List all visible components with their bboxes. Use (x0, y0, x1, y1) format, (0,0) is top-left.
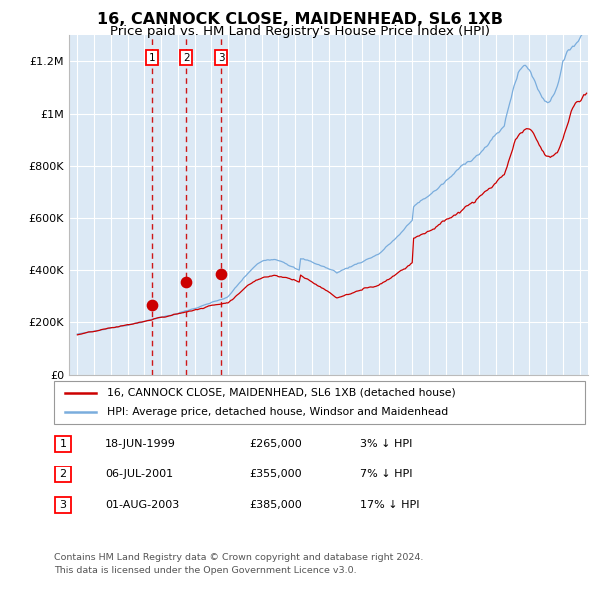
Text: 17% ↓ HPI: 17% ↓ HPI (360, 500, 419, 510)
Text: 2: 2 (183, 53, 190, 63)
Text: 06-JUL-2001: 06-JUL-2001 (105, 470, 173, 479)
FancyBboxPatch shape (55, 497, 71, 513)
FancyBboxPatch shape (55, 435, 71, 452)
Point (216, 270, 226, 279)
FancyBboxPatch shape (55, 466, 71, 483)
Text: 16, CANNOCK CLOSE, MAIDENHEAD, SL6 1XB (detached house): 16, CANNOCK CLOSE, MAIDENHEAD, SL6 1XB (… (107, 388, 456, 398)
Text: Contains HM Land Registry data © Crown copyright and database right 2024.: Contains HM Land Registry data © Crown c… (54, 553, 424, 562)
Text: 18-JUN-1999: 18-JUN-1999 (105, 439, 176, 448)
Point (147, 301, 157, 310)
Text: This data is licensed under the Open Government Licence v3.0.: This data is licensed under the Open Gov… (54, 566, 356, 575)
Text: 2: 2 (59, 470, 67, 479)
Text: 1: 1 (149, 53, 155, 63)
Text: Price paid vs. HM Land Registry's House Price Index (HPI): Price paid vs. HM Land Registry's House … (110, 25, 490, 38)
Text: 1: 1 (59, 439, 67, 448)
Text: 7% ↓ HPI: 7% ↓ HPI (360, 470, 413, 479)
Text: 3: 3 (59, 500, 67, 510)
Text: 3: 3 (218, 53, 224, 63)
Text: £355,000: £355,000 (249, 470, 302, 479)
Text: £385,000: £385,000 (249, 500, 302, 510)
FancyBboxPatch shape (54, 381, 585, 424)
Text: 3% ↓ HPI: 3% ↓ HPI (360, 439, 412, 448)
Text: 01-AUG-2003: 01-AUG-2003 (105, 500, 179, 510)
Text: 16, CANNOCK CLOSE, MAIDENHEAD, SL6 1XB: 16, CANNOCK CLOSE, MAIDENHEAD, SL6 1XB (97, 12, 503, 27)
Point (182, 277, 191, 287)
Text: HPI: Average price, detached house, Windsor and Maidenhead: HPI: Average price, detached house, Wind… (107, 407, 448, 417)
Text: £265,000: £265,000 (249, 439, 302, 448)
